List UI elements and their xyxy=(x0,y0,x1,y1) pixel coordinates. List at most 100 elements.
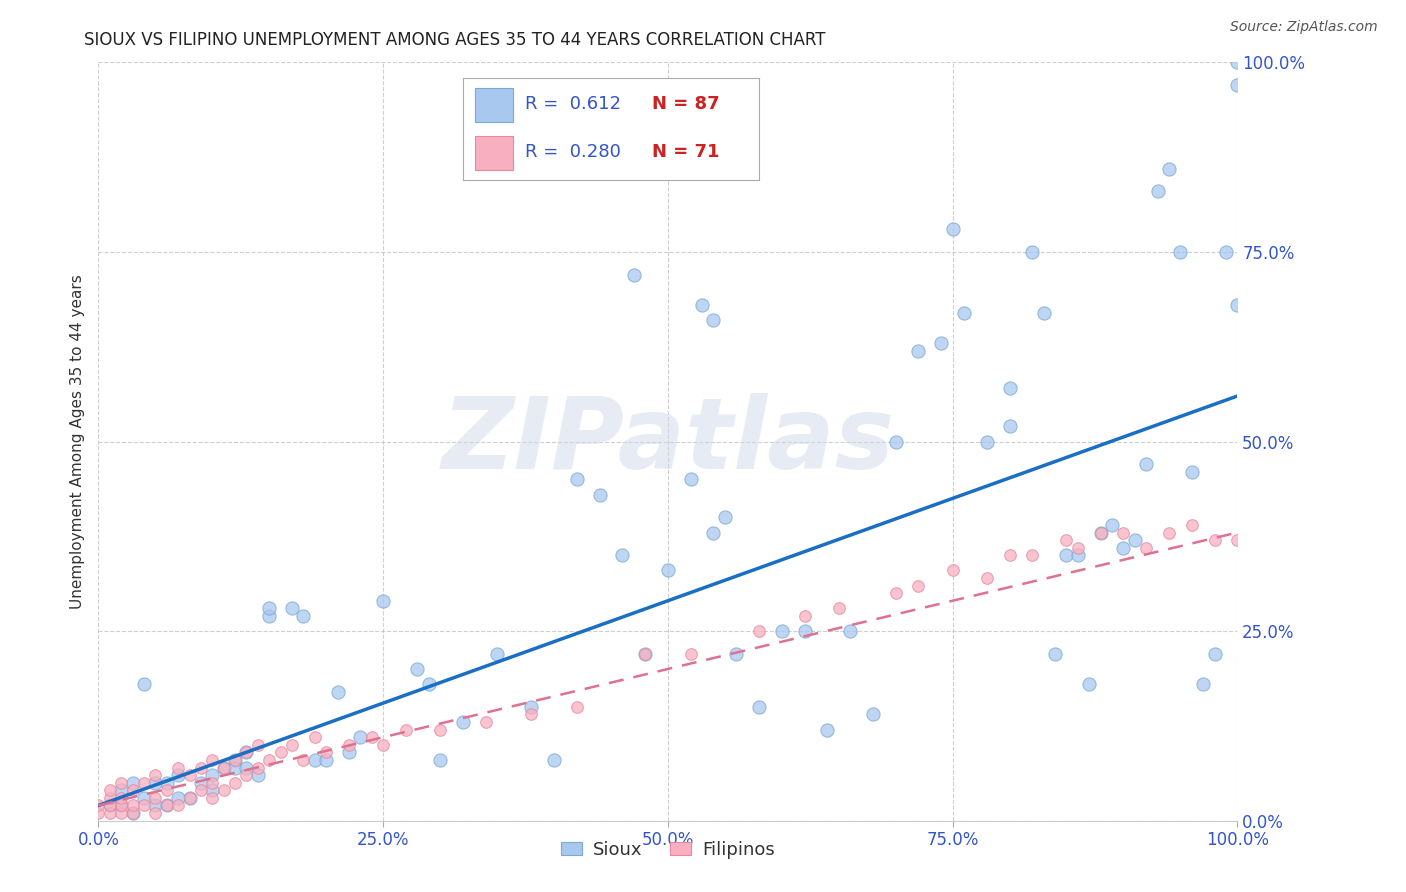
Point xyxy=(259,608,281,623)
Point xyxy=(315,753,337,767)
Point xyxy=(634,647,657,661)
Point xyxy=(1021,548,1043,563)
Point xyxy=(179,791,201,805)
Point xyxy=(156,783,179,797)
Point xyxy=(246,760,269,774)
Point xyxy=(98,783,121,797)
Point xyxy=(224,753,246,767)
Legend: Sioux, Filipinos: Sioux, Filipinos xyxy=(554,834,782,866)
Point xyxy=(201,776,224,790)
Point xyxy=(235,768,257,782)
Point xyxy=(121,806,143,821)
Point xyxy=(1226,298,1249,312)
Point xyxy=(418,677,440,691)
Point xyxy=(121,798,143,813)
Point xyxy=(429,723,451,737)
Point xyxy=(371,738,394,752)
Point xyxy=(702,313,724,327)
Point xyxy=(1090,525,1112,540)
Point xyxy=(167,760,190,774)
Point xyxy=(190,783,212,797)
Point xyxy=(1181,465,1204,479)
Point xyxy=(884,434,907,449)
Point xyxy=(110,806,132,821)
Point xyxy=(179,768,201,782)
Point xyxy=(714,510,737,524)
Point xyxy=(167,768,190,782)
Point xyxy=(110,776,132,790)
Point xyxy=(1123,533,1146,548)
Point xyxy=(565,699,588,714)
Point xyxy=(1067,541,1090,555)
Point xyxy=(1054,548,1078,563)
Point xyxy=(235,760,257,774)
Point xyxy=(259,601,281,615)
Point xyxy=(190,760,212,774)
Point xyxy=(110,798,132,813)
Point xyxy=(304,730,326,744)
Point xyxy=(395,723,418,737)
Point xyxy=(1101,517,1123,532)
Point xyxy=(235,746,257,760)
Point xyxy=(998,382,1021,396)
Point xyxy=(201,768,224,782)
Point xyxy=(98,806,121,821)
Point xyxy=(98,791,121,805)
Point xyxy=(1204,647,1226,661)
Point xyxy=(281,601,304,615)
Point xyxy=(110,783,132,797)
Point xyxy=(190,776,212,790)
Point xyxy=(1146,184,1168,198)
Point xyxy=(246,768,269,782)
Point xyxy=(246,738,269,752)
Point xyxy=(429,753,451,767)
Point xyxy=(793,608,815,623)
Point xyxy=(1043,647,1066,661)
Point xyxy=(281,738,304,752)
Point xyxy=(702,525,724,540)
Point xyxy=(679,473,702,487)
Point xyxy=(304,753,326,767)
Point xyxy=(1226,533,1249,548)
Point xyxy=(224,776,246,790)
Point xyxy=(998,419,1021,434)
Point xyxy=(212,760,235,774)
Point xyxy=(167,791,190,805)
Text: SIOUX VS FILIPINO UNEMPLOYMENT AMONG AGES 35 TO 44 YEARS CORRELATION CHART: SIOUX VS FILIPINO UNEMPLOYMENT AMONG AGE… xyxy=(84,31,825,49)
Point xyxy=(1157,525,1180,540)
Point xyxy=(145,776,167,790)
Point xyxy=(315,746,337,760)
Point xyxy=(156,798,179,813)
Point xyxy=(884,586,907,600)
Point xyxy=(224,760,246,774)
Point xyxy=(337,738,360,752)
Point xyxy=(770,624,793,639)
Point xyxy=(657,564,679,578)
Point xyxy=(1204,533,1226,548)
Point xyxy=(634,647,657,661)
Point xyxy=(406,662,429,676)
Point xyxy=(98,798,121,813)
Point xyxy=(1226,55,1249,70)
Point xyxy=(1170,244,1192,259)
Point xyxy=(326,685,349,699)
Point xyxy=(679,647,702,661)
Point xyxy=(371,594,394,608)
Point xyxy=(132,677,155,691)
Point xyxy=(1157,161,1180,176)
Point xyxy=(212,783,235,797)
Point xyxy=(259,753,281,767)
Point xyxy=(224,753,246,767)
Point xyxy=(145,798,167,813)
Point xyxy=(748,699,770,714)
Point xyxy=(156,798,179,813)
Point xyxy=(145,768,167,782)
Point xyxy=(212,760,235,774)
Point xyxy=(690,298,713,312)
Point xyxy=(201,783,224,797)
Point xyxy=(110,791,132,805)
Point xyxy=(87,806,110,821)
Point xyxy=(976,434,998,449)
Point xyxy=(121,776,143,790)
Point xyxy=(612,548,634,563)
